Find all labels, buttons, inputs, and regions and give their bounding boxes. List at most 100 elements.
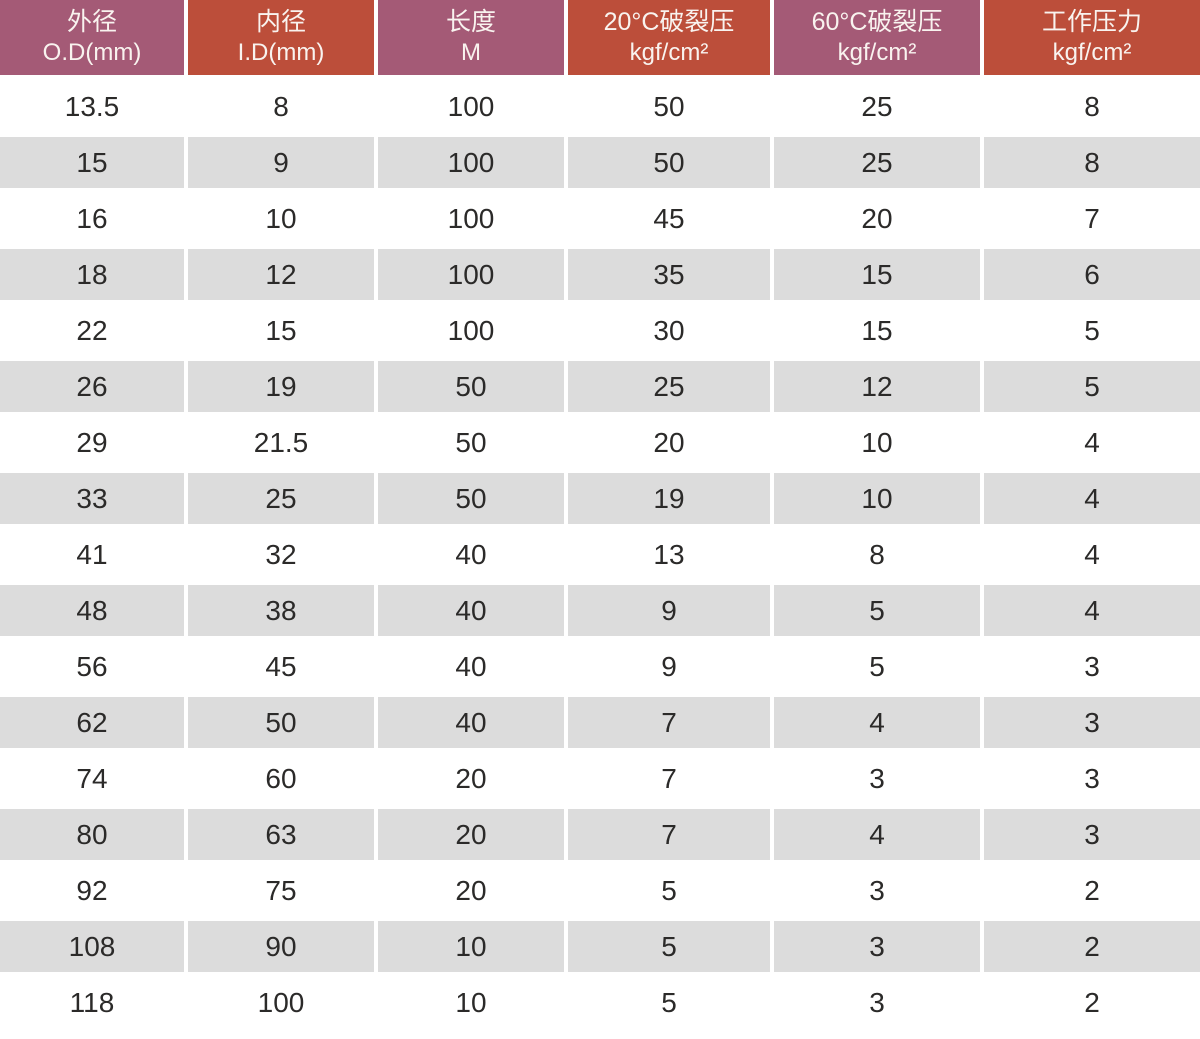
table-cell: 16 (0, 193, 188, 249)
table-cell: 19 (188, 361, 378, 417)
table-cell: 15 (774, 305, 984, 361)
table-cell: 5 (774, 641, 984, 697)
table-cell: 50 (568, 81, 774, 137)
table-cell: 38 (188, 585, 378, 641)
table-cell: 15 (188, 305, 378, 361)
column-subtitle: I.D(mm) (237, 39, 325, 67)
table-cell: 108 (0, 921, 188, 977)
column-subtitle: kgf/cm² (837, 39, 917, 67)
table-cell: 3 (774, 865, 984, 921)
table-cell: 8 (774, 529, 984, 585)
table-cell: 90 (188, 921, 378, 977)
column-title: 外径 (66, 7, 117, 36)
table-cell: 20 (378, 809, 568, 865)
column-title: 工作压力 (1041, 7, 1142, 36)
table-cell: 50 (378, 417, 568, 473)
table-row: 56 45 40 9 5 3 (0, 641, 1200, 697)
table-cell: 5 (984, 361, 1200, 417)
table-cell: 15 (774, 249, 984, 305)
table-cell: 18 (0, 249, 188, 305)
table-row: 18 12 100 35 15 6 (0, 249, 1200, 305)
table-cell: 33 (0, 473, 188, 529)
column-title: 20°C破裂压 (603, 7, 735, 36)
table-cell: 20 (378, 753, 568, 809)
table-cell: 4 (984, 417, 1200, 473)
table-cell: 40 (378, 697, 568, 753)
column-header-outer-diameter: 外径 O.D(mm) (0, 0, 188, 81)
column-title: 内径 (255, 7, 306, 36)
table-cell: 60 (188, 753, 378, 809)
table-row: 41 32 40 13 8 4 (0, 529, 1200, 585)
table-cell: 92 (0, 865, 188, 921)
table-cell: 25 (568, 361, 774, 417)
column-title: 长度 (445, 7, 496, 36)
table-cell: 10 (378, 921, 568, 977)
table-cell: 100 (378, 137, 568, 193)
table-cell: 32 (188, 529, 378, 585)
table-cell: 3 (774, 921, 984, 977)
table-cell: 7 (984, 193, 1200, 249)
table-cell: 5 (568, 921, 774, 977)
table-cell: 4 (984, 585, 1200, 641)
table-cell: 50 (378, 473, 568, 529)
table-cell: 40 (378, 529, 568, 585)
table-cell: 3 (984, 697, 1200, 753)
table-cell: 10 (378, 977, 568, 1033)
table-cell: 80 (0, 809, 188, 865)
table-row: 80 63 20 7 4 3 (0, 809, 1200, 865)
table-cell: 30 (568, 305, 774, 361)
table-cell: 7 (568, 697, 774, 753)
table-cell: 15 (0, 137, 188, 193)
table-cell: 100 (188, 977, 378, 1033)
table-cell: 20 (378, 865, 568, 921)
table-cell: 3 (984, 753, 1200, 809)
table-row: 62 50 40 7 4 3 (0, 697, 1200, 753)
table-cell: 100 (378, 305, 568, 361)
table-cell: 25 (188, 473, 378, 529)
table-cell: 74 (0, 753, 188, 809)
table-row: 108 90 10 5 3 2 (0, 921, 1200, 977)
table-cell: 9 (568, 585, 774, 641)
table-row: 33 25 50 19 10 4 (0, 473, 1200, 529)
table-cell: 7 (568, 809, 774, 865)
table-cell: 22 (0, 305, 188, 361)
table-cell: 8 (984, 137, 1200, 193)
table-cell: 100 (378, 249, 568, 305)
table-cell: 9 (568, 641, 774, 697)
table-row: 22 15 100 30 15 5 (0, 305, 1200, 361)
table-cell: 35 (568, 249, 774, 305)
table-cell: 3 (984, 809, 1200, 865)
column-header-inner-diameter: 内径 I.D(mm) (188, 0, 378, 81)
column-header-working-pressure: 工作压力 kgf/cm² (984, 0, 1200, 81)
table-cell: 3 (774, 977, 984, 1033)
table-cell: 20 (568, 417, 774, 473)
table-cell: 10 (774, 473, 984, 529)
table-cell: 13.5 (0, 81, 188, 137)
table-cell: 8 (984, 81, 1200, 137)
column-subtitle: M (461, 39, 481, 67)
table-cell: 45 (188, 641, 378, 697)
column-header-burst-pressure-60c: 60°C破裂压 kgf/cm² (774, 0, 984, 81)
table-cell: 100 (378, 81, 568, 137)
table-cell: 20 (774, 193, 984, 249)
column-header-burst-pressure-20c: 20°C破裂压 kgf/cm² (568, 0, 774, 81)
table-cell: 5 (568, 977, 774, 1033)
table-cell: 2 (984, 921, 1200, 977)
table-body: 13.5 8 100 50 25 8 15 9 100 50 25 8 16 10 100 45 20 7 18 12… (0, 81, 1200, 1033)
column-subtitle: kgf/cm² (629, 39, 709, 67)
table-row: 29 21.5 50 20 10 4 (0, 417, 1200, 473)
table-cell: 56 (0, 641, 188, 697)
table-cell: 41 (0, 529, 188, 585)
column-title: 60°C破裂压 (811, 7, 943, 36)
table-cell: 48 (0, 585, 188, 641)
table-cell: 50 (568, 137, 774, 193)
table-cell: 118 (0, 977, 188, 1033)
table-cell: 8 (188, 81, 378, 137)
table-cell: 2 (984, 865, 1200, 921)
table-cell: 40 (378, 641, 568, 697)
table-header: 外径 O.D(mm) 内径 I.D(mm) 长度 M 20°C破裂压 kgf/c… (0, 0, 1200, 81)
table-cell: 6 (984, 249, 1200, 305)
table-row: 13.5 8 100 50 25 8 (0, 81, 1200, 137)
